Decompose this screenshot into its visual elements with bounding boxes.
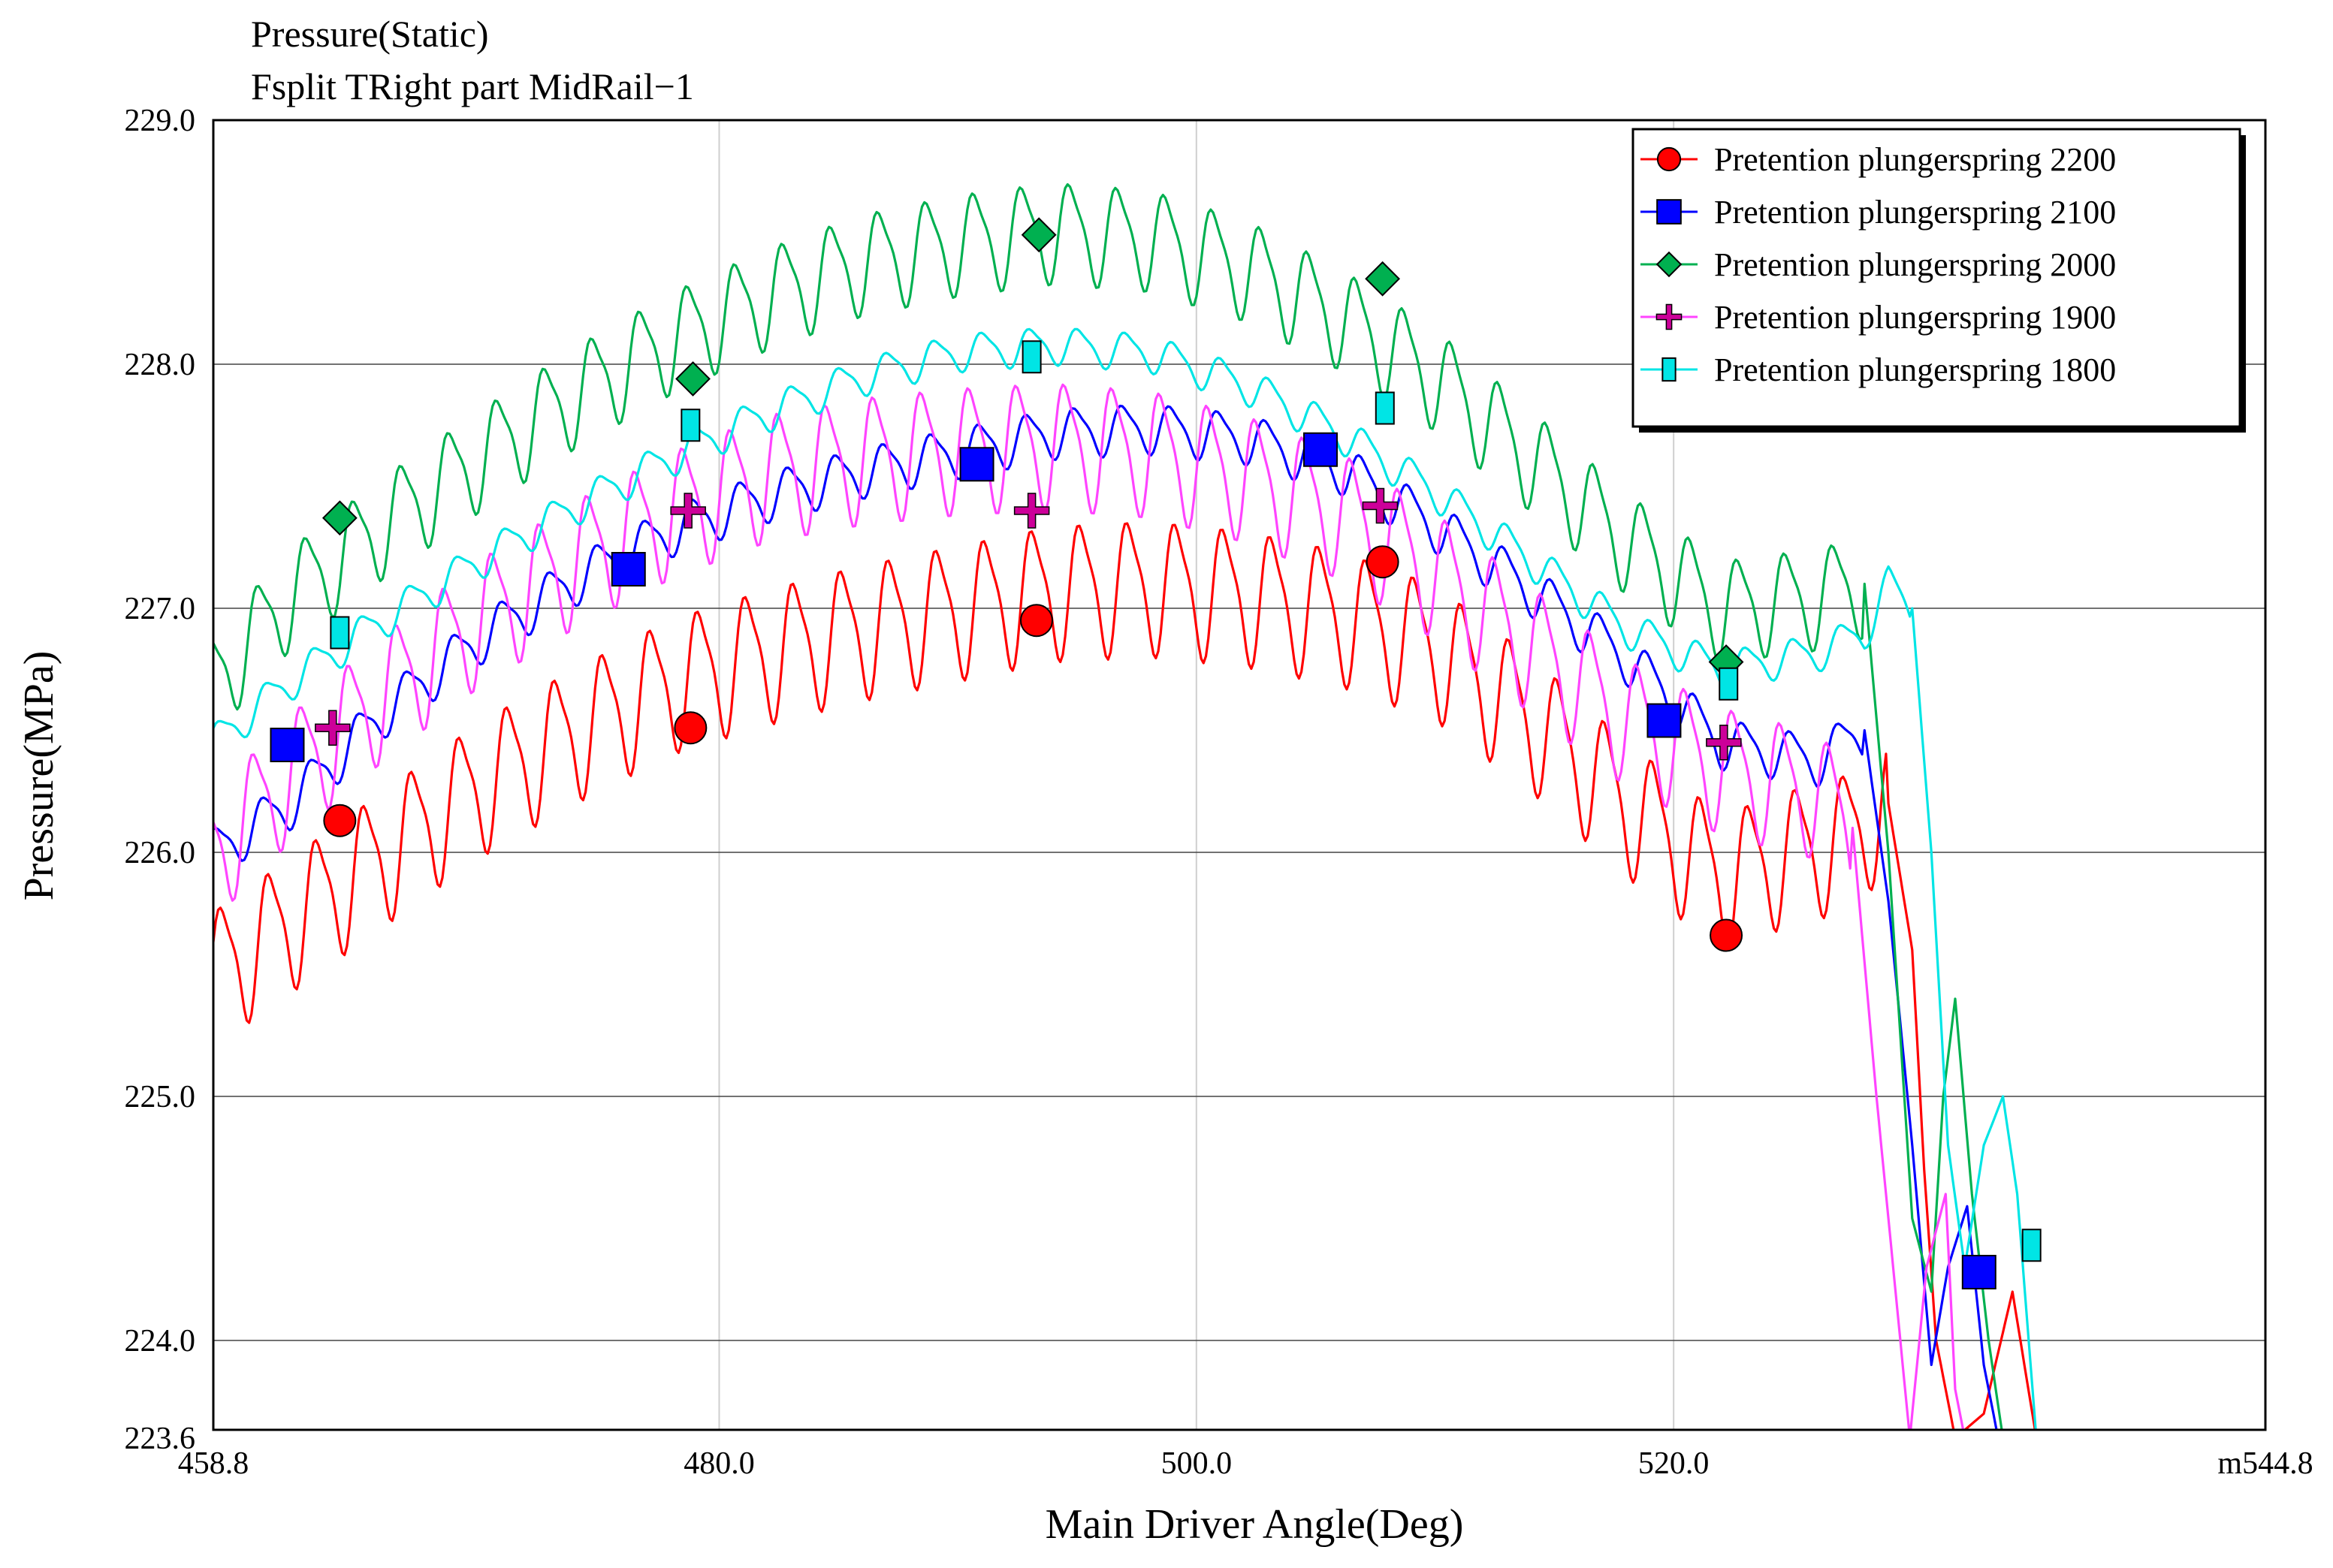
series-marker — [1719, 667, 1739, 701]
y-axis-ticks: 229.0 228.0 227.0 226.0 225.0 224.0 223.6 — [125, 104, 196, 1456]
series-marker — [1961, 1255, 1996, 1289]
x-tick-label: 500.0 — [1161, 1446, 1233, 1481]
y-tick-label: 228.0 — [125, 348, 196, 382]
legend-entry[interactable]: Pretention plungerspring 1800 — [1640, 351, 2116, 388]
series-marker — [959, 447, 994, 482]
x-tick-label: m544.8 — [2217, 1446, 2313, 1481]
legend-label: Pretention plungerspring 2100 — [1714, 194, 2116, 231]
chart-subtitle: Fsplit TRight part MidRail−1 — [251, 65, 694, 107]
legend-label: Pretention plungerspring 1900 — [1714, 299, 2116, 336]
x-axis-ticks: 458.8 480.0 500.0 520.0 m544.8 — [178, 1446, 2313, 1481]
y-tick-label: 223.6 — [125, 1422, 196, 1456]
series-marker — [1375, 391, 1395, 425]
series-marker — [1019, 604, 1053, 638]
legend-label: Pretention plungerspring 2000 — [1714, 246, 2116, 283]
series-marker — [323, 804, 357, 837]
series-marker — [270, 728, 305, 762]
x-tick-label: 480.0 — [684, 1446, 755, 1481]
legend-entry[interactable]: Pretention plungerspring 2000 — [1640, 246, 2116, 283]
y-tick-label: 229.0 — [125, 104, 196, 138]
series-marker — [1022, 340, 1042, 374]
y-tick-label: 227.0 — [125, 592, 196, 626]
y-tick-label: 225.0 — [125, 1080, 196, 1114]
chart-title: Pressure(Static) — [251, 13, 489, 55]
legend-marker-swatch — [1656, 146, 1682, 172]
series-line — [213, 383, 1965, 1430]
series-marker — [1021, 217, 1057, 253]
series-marker — [1013, 493, 1050, 529]
legend[interactable]: Pretention plungerspring 2200 Pretention … — [1631, 128, 2246, 433]
legend-marker-swatch — [1661, 357, 1677, 382]
series-marker — [1362, 487, 1399, 524]
legend-entry[interactable]: Pretention plungerspring 2200 — [1640, 141, 2116, 178]
series-marker — [315, 710, 351, 746]
legend-label: Pretention plungerspring 1800 — [1714, 351, 2116, 388]
series-marker — [1366, 545, 1399, 579]
series-marker — [1303, 432, 1339, 467]
x-tick-label: 458.8 — [178, 1446, 249, 1481]
series-line — [213, 182, 2003, 1430]
legend-box — [1631, 128, 2241, 428]
legend-marker-swatch — [1656, 199, 1682, 225]
series-markers — [270, 217, 2042, 1289]
x-tick-label: 520.0 — [1638, 1446, 1710, 1481]
plot-area-frame — [212, 119, 2267, 1431]
series-marker — [681, 409, 701, 442]
series-marker — [321, 500, 358, 536]
series-marker — [1365, 261, 1401, 297]
series-marker — [1706, 725, 1742, 761]
series-marker — [670, 493, 706, 529]
series-marker — [675, 361, 711, 397]
x-axis-label: Main Driver Angle(Deg) — [1046, 1501, 1464, 1548]
legend-marker-swatch — [1655, 251, 1683, 278]
y-tick-label: 226.0 — [125, 836, 196, 870]
legend-label: Pretention plungerspring 2200 — [1714, 141, 2116, 178]
series-marker — [611, 552, 646, 586]
series-marker — [330, 616, 350, 650]
series-line — [213, 404, 1998, 1430]
series-marker — [1646, 703, 1682, 738]
legend-entry[interactable]: Pretention plungerspring 2100 — [1640, 194, 2116, 231]
legend-marker-swatch — [1655, 303, 1683, 330]
series-marker — [674, 711, 708, 745]
y-axis-label: Pressure(MPa) — [16, 651, 62, 901]
y-tick-label: 224.0 — [125, 1324, 196, 1358]
series-marker — [2021, 1229, 2042, 1262]
legend-entry[interactable]: Pretention plungerspring 1900 — [1640, 299, 2116, 336]
series-marker — [1710, 918, 1743, 952]
